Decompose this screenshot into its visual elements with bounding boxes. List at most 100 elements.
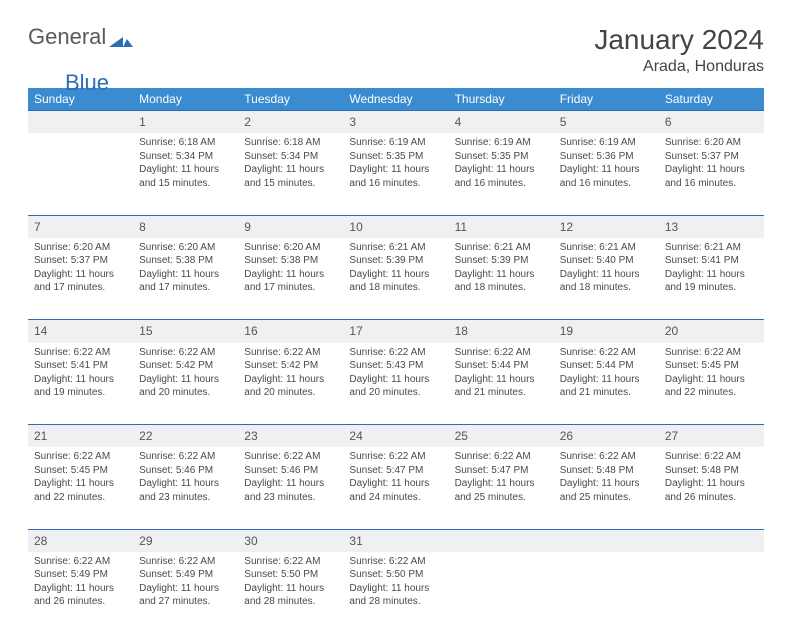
day-number: 4 bbox=[455, 115, 462, 129]
day-number: 1 bbox=[139, 115, 146, 129]
weekday-header: Wednesday bbox=[343, 88, 448, 111]
sunset-text: Sunset: 5:42 PM bbox=[139, 359, 232, 373]
day-content-cell bbox=[449, 552, 554, 634]
day-number-row: 28 29 30 31 bbox=[28, 529, 764, 552]
title-block: January 2024 Arada, Honduras bbox=[594, 24, 764, 76]
sunrise-text: Sunrise: 6:20 AM bbox=[244, 241, 337, 255]
day-content-row: Sunrise: 6:22 AMSunset: 5:41 PMDaylight:… bbox=[28, 343, 764, 425]
sunrise-text: Sunrise: 6:21 AM bbox=[455, 241, 548, 255]
day-content-cell: Sunrise: 6:21 AMSunset: 5:41 PMDaylight:… bbox=[659, 238, 764, 320]
day-number: 11 bbox=[455, 220, 467, 234]
sunrise-text: Sunrise: 6:19 AM bbox=[560, 136, 653, 150]
day-number: 29 bbox=[139, 534, 152, 548]
weekday-header: Friday bbox=[554, 88, 659, 111]
sunset-text: Sunset: 5:50 PM bbox=[349, 568, 442, 582]
daylight-text: Daylight: 11 hours and 17 minutes. bbox=[34, 268, 127, 295]
daylight-text: Daylight: 11 hours and 21 minutes. bbox=[560, 373, 653, 400]
day-content-cell: Sunrise: 6:21 AMSunset: 5:39 PMDaylight:… bbox=[343, 238, 448, 320]
day-content-cell: Sunrise: 6:21 AMSunset: 5:39 PMDaylight:… bbox=[449, 238, 554, 320]
day-number: 9 bbox=[244, 220, 251, 234]
day-content-cell: Sunrise: 6:19 AMSunset: 5:35 PMDaylight:… bbox=[343, 133, 448, 215]
sunset-text: Sunset: 5:38 PM bbox=[139, 254, 232, 268]
day-content-cell: Sunrise: 6:22 AMSunset: 5:45 PMDaylight:… bbox=[659, 343, 764, 425]
sunrise-text: Sunrise: 6:22 AM bbox=[34, 346, 127, 360]
day-number: 17 bbox=[349, 324, 362, 338]
day-number: 31 bbox=[349, 534, 362, 548]
day-number-cell: 9 bbox=[238, 215, 343, 238]
daylight-text: Daylight: 11 hours and 18 minutes. bbox=[560, 268, 653, 295]
daylight-text: Daylight: 11 hours and 15 minutes. bbox=[244, 163, 337, 190]
day-number-cell: 11 bbox=[449, 215, 554, 238]
sunrise-text: Sunrise: 6:18 AM bbox=[139, 136, 232, 150]
daylight-text: Daylight: 11 hours and 18 minutes. bbox=[349, 268, 442, 295]
daylight-text: Daylight: 11 hours and 26 minutes. bbox=[665, 477, 758, 504]
day-content-cell: Sunrise: 6:22 AMSunset: 5:47 PMDaylight:… bbox=[449, 447, 554, 529]
sunrise-text: Sunrise: 6:22 AM bbox=[244, 346, 337, 360]
daylight-text: Daylight: 11 hours and 20 minutes. bbox=[349, 373, 442, 400]
sunset-text: Sunset: 5:37 PM bbox=[34, 254, 127, 268]
daylight-text: Daylight: 11 hours and 20 minutes. bbox=[139, 373, 232, 400]
day-number-cell: 27 bbox=[659, 425, 764, 448]
sunrise-text: Sunrise: 6:22 AM bbox=[455, 346, 548, 360]
sunrise-text: Sunrise: 6:22 AM bbox=[455, 450, 548, 464]
sunset-text: Sunset: 5:50 PM bbox=[244, 568, 337, 582]
day-number: 24 bbox=[349, 429, 362, 443]
sunrise-text: Sunrise: 6:22 AM bbox=[349, 555, 442, 569]
day-number-cell: 26 bbox=[554, 425, 659, 448]
day-number: 6 bbox=[665, 115, 672, 129]
day-number: 30 bbox=[244, 534, 257, 548]
sunset-text: Sunset: 5:46 PM bbox=[244, 464, 337, 478]
sunset-text: Sunset: 5:41 PM bbox=[665, 254, 758, 268]
sunset-text: Sunset: 5:49 PM bbox=[139, 568, 232, 582]
day-number-cell: 3 bbox=[343, 111, 448, 134]
day-number: 20 bbox=[665, 324, 678, 338]
sunset-text: Sunset: 5:48 PM bbox=[665, 464, 758, 478]
daylight-text: Daylight: 11 hours and 25 minutes. bbox=[560, 477, 653, 504]
day-content-cell: Sunrise: 6:22 AMSunset: 5:44 PMDaylight:… bbox=[554, 343, 659, 425]
day-number: 10 bbox=[349, 220, 362, 234]
day-number-cell bbox=[28, 111, 133, 134]
day-number-cell: 8 bbox=[133, 215, 238, 238]
day-number-cell: 28 bbox=[28, 529, 133, 552]
day-number-cell bbox=[554, 529, 659, 552]
sunrise-text: Sunrise: 6:21 AM bbox=[665, 241, 758, 255]
weekday-header: Monday bbox=[133, 88, 238, 111]
day-number-cell: 19 bbox=[554, 320, 659, 343]
day-number: 23 bbox=[244, 429, 257, 443]
sunset-text: Sunset: 5:44 PM bbox=[560, 359, 653, 373]
day-number-cell: 1 bbox=[133, 111, 238, 134]
sunrise-text: Sunrise: 6:22 AM bbox=[34, 450, 127, 464]
page-header: General January 2024 Arada, Honduras bbox=[28, 24, 764, 76]
calendar-table: Sunday Monday Tuesday Wednesday Thursday… bbox=[28, 88, 764, 634]
day-content-cell: Sunrise: 6:20 AMSunset: 5:38 PMDaylight:… bbox=[133, 238, 238, 320]
daylight-text: Daylight: 11 hours and 21 minutes. bbox=[455, 373, 548, 400]
day-number-cell: 22 bbox=[133, 425, 238, 448]
weekday-header: Tuesday bbox=[238, 88, 343, 111]
daylight-text: Daylight: 11 hours and 28 minutes. bbox=[244, 582, 337, 609]
day-content-cell: Sunrise: 6:21 AMSunset: 5:40 PMDaylight:… bbox=[554, 238, 659, 320]
daylight-text: Daylight: 11 hours and 19 minutes. bbox=[34, 373, 127, 400]
day-content-cell: Sunrise: 6:22 AMSunset: 5:49 PMDaylight:… bbox=[133, 552, 238, 634]
sunrise-text: Sunrise: 6:22 AM bbox=[244, 555, 337, 569]
day-content-row: Sunrise: 6:20 AMSunset: 5:37 PMDaylight:… bbox=[28, 238, 764, 320]
day-number-cell: 25 bbox=[449, 425, 554, 448]
location: Arada, Honduras bbox=[594, 58, 764, 76]
day-content-cell: Sunrise: 6:22 AMSunset: 5:44 PMDaylight:… bbox=[449, 343, 554, 425]
day-content-cell: Sunrise: 6:22 AMSunset: 5:50 PMDaylight:… bbox=[343, 552, 448, 634]
day-content-cell: Sunrise: 6:20 AMSunset: 5:37 PMDaylight:… bbox=[659, 133, 764, 215]
daylight-text: Daylight: 11 hours and 16 minutes. bbox=[349, 163, 442, 190]
sunset-text: Sunset: 5:34 PM bbox=[139, 150, 232, 164]
sunrise-text: Sunrise: 6:22 AM bbox=[665, 450, 758, 464]
day-content-cell: Sunrise: 6:22 AMSunset: 5:42 PMDaylight:… bbox=[238, 343, 343, 425]
daylight-text: Daylight: 11 hours and 18 minutes. bbox=[455, 268, 548, 295]
day-number-row: 14151617181920 bbox=[28, 320, 764, 343]
day-number: 18 bbox=[455, 324, 468, 338]
day-number: 2 bbox=[244, 115, 251, 129]
day-number-cell: 7 bbox=[28, 215, 133, 238]
day-content-row: Sunrise: 6:22 AMSunset: 5:45 PMDaylight:… bbox=[28, 447, 764, 529]
sunrise-text: Sunrise: 6:22 AM bbox=[34, 555, 127, 569]
sunset-text: Sunset: 5:37 PM bbox=[665, 150, 758, 164]
day-number-cell: 21 bbox=[28, 425, 133, 448]
daylight-text: Daylight: 11 hours and 24 minutes. bbox=[349, 477, 442, 504]
daylight-text: Daylight: 11 hours and 16 minutes. bbox=[665, 163, 758, 190]
